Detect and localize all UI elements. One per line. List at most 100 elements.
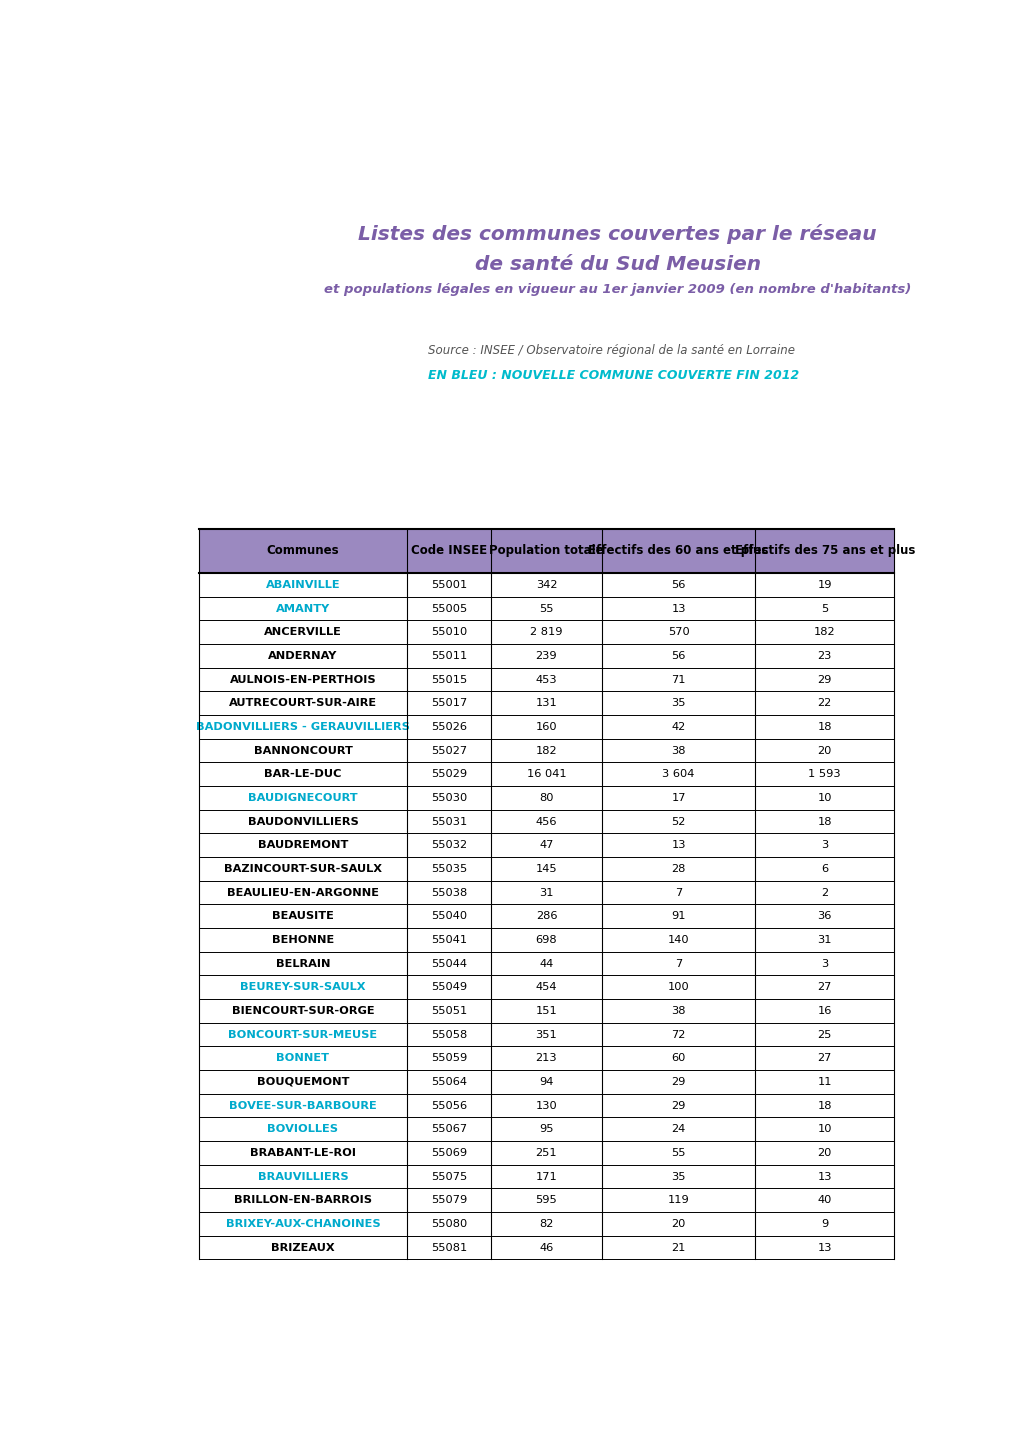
Text: 16: 16	[817, 1006, 832, 1016]
Bar	[199, 1165, 894, 1189]
Text: 145: 145	[535, 864, 556, 874]
Text: BAZINCOURT-SUR-SAULX: BAZINCOURT-SUR-SAULX	[224, 864, 382, 874]
Text: BEUREY-SUR-SAULX: BEUREY-SUR-SAULX	[240, 983, 366, 993]
Text: 160: 160	[535, 722, 556, 732]
Text: 251: 251	[535, 1149, 556, 1157]
Text: Source : INSEE / Observatoire régional de la santé en Lorraine: Source : INSEE / Observatoire régional d…	[428, 345, 794, 358]
Text: BADONVILLIERS - GERAUVILLIERS: BADONVILLIERS - GERAUVILLIERS	[196, 722, 410, 732]
Text: BRIXEY-AUX-CHANOINES: BRIXEY-AUX-CHANOINES	[225, 1219, 380, 1229]
Text: 55040: 55040	[431, 912, 467, 921]
Text: 55: 55	[671, 1149, 685, 1157]
Text: 55001: 55001	[431, 580, 467, 590]
Text: BRIZEAUX: BRIZEAUX	[271, 1242, 334, 1253]
Text: 13: 13	[671, 840, 685, 850]
Text: 13: 13	[671, 603, 685, 613]
Bar	[199, 668, 894, 691]
Bar	[199, 810, 894, 834]
Text: 35: 35	[671, 698, 685, 709]
Bar	[199, 691, 894, 716]
Text: 55058: 55058	[431, 1030, 467, 1039]
Text: 11: 11	[816, 1076, 832, 1087]
Text: 55031: 55031	[431, 817, 467, 827]
Text: BELRAIN: BELRAIN	[275, 958, 330, 968]
Text: 28: 28	[671, 864, 685, 874]
Text: 119: 119	[667, 1195, 689, 1205]
Text: 60: 60	[671, 1053, 685, 1063]
Text: 3 604: 3 604	[661, 769, 694, 779]
Text: 55030: 55030	[431, 794, 467, 802]
Text: BRABANT-LE-ROI: BRABANT-LE-ROI	[250, 1149, 356, 1157]
Text: 55069: 55069	[431, 1149, 467, 1157]
Bar	[199, 905, 894, 928]
Bar	[199, 1212, 894, 1235]
Bar	[199, 573, 894, 597]
Text: BAUDONVILLIERS: BAUDONVILLIERS	[248, 817, 358, 827]
Text: 3: 3	[820, 958, 827, 968]
Text: 342: 342	[535, 580, 556, 590]
Text: 13: 13	[816, 1172, 832, 1182]
Text: Effectifs des 75 ans et plus: Effectifs des 75 ans et plus	[734, 544, 914, 557]
Text: 55056: 55056	[431, 1101, 467, 1111]
Text: 570: 570	[667, 628, 689, 638]
Text: 351: 351	[535, 1030, 556, 1039]
Bar	[199, 786, 894, 810]
Text: 182: 182	[813, 628, 835, 638]
Bar	[199, 1094, 894, 1117]
Bar	[199, 952, 894, 975]
Text: BOUQUEMONT: BOUQUEMONT	[257, 1076, 348, 1087]
Bar	[199, 597, 894, 620]
Text: 55041: 55041	[431, 935, 467, 945]
Text: 453: 453	[535, 675, 556, 684]
Text: AULNOIS-EN-PERTHOIS: AULNOIS-EN-PERTHOIS	[229, 675, 376, 684]
Text: 2: 2	[820, 887, 827, 898]
Text: 2 819: 2 819	[530, 628, 562, 638]
Text: de santé du Sud Meusien: de santé du Sud Meusien	[474, 255, 760, 274]
Text: 55011: 55011	[431, 651, 467, 661]
Text: AMANTY: AMANTY	[275, 603, 330, 613]
Text: BEAUSITE: BEAUSITE	[272, 912, 333, 921]
Text: 23: 23	[817, 651, 832, 661]
Bar	[199, 1189, 894, 1212]
Text: 25: 25	[817, 1030, 832, 1039]
Text: BONCOURT-SUR-MEUSE: BONCOURT-SUR-MEUSE	[228, 1030, 377, 1039]
Text: 94: 94	[539, 1076, 553, 1087]
Text: 80: 80	[539, 794, 553, 802]
Text: 91: 91	[671, 912, 685, 921]
Text: AUTRECOURT-SUR-AIRE: AUTRECOURT-SUR-AIRE	[228, 698, 377, 709]
Text: EN BLEU : NOUVELLE COMMUNE COUVERTE FIN 2012: EN BLEU : NOUVELLE COMMUNE COUVERTE FIN …	[428, 369, 798, 382]
Text: 56: 56	[671, 580, 685, 590]
Text: BRAUVILLIERS: BRAUVILLIERS	[258, 1172, 347, 1182]
Text: 17: 17	[671, 794, 685, 802]
Text: 36: 36	[817, 912, 832, 921]
Text: 55080: 55080	[431, 1219, 467, 1229]
Text: 31: 31	[539, 887, 553, 898]
Text: 35: 35	[671, 1172, 685, 1182]
Text: 56: 56	[671, 651, 685, 661]
Text: 100: 100	[667, 983, 689, 993]
Text: 55015: 55015	[431, 675, 467, 684]
Text: 18: 18	[816, 722, 832, 732]
Text: Effectifs des 60 ans et plus: Effectifs des 60 ans et plus	[588, 544, 768, 557]
Text: 55075: 55075	[431, 1172, 467, 1182]
Text: 20: 20	[671, 1219, 685, 1229]
Text: 55064: 55064	[431, 1076, 467, 1087]
Text: 29: 29	[671, 1101, 685, 1111]
Bar	[199, 620, 894, 644]
Text: 55051: 55051	[431, 1006, 467, 1016]
Text: BAR-LE-DUC: BAR-LE-DUC	[264, 769, 341, 779]
Text: 5: 5	[820, 603, 827, 613]
Bar	[199, 739, 894, 762]
Text: 130: 130	[535, 1101, 556, 1111]
Bar	[199, 1023, 894, 1046]
Text: 7: 7	[675, 958, 682, 968]
Text: 71: 71	[671, 675, 685, 684]
Text: 18: 18	[816, 1101, 832, 1111]
Text: 55059: 55059	[431, 1053, 467, 1063]
Text: 55079: 55079	[431, 1195, 467, 1205]
Bar	[199, 1071, 894, 1094]
Text: 239: 239	[535, 651, 556, 661]
Text: 9: 9	[820, 1219, 827, 1229]
Text: BANNONCOURT: BANNONCOURT	[254, 746, 353, 756]
Text: 16 041: 16 041	[526, 769, 566, 779]
Text: BRILLON-EN-BARROIS: BRILLON-EN-BARROIS	[233, 1195, 372, 1205]
